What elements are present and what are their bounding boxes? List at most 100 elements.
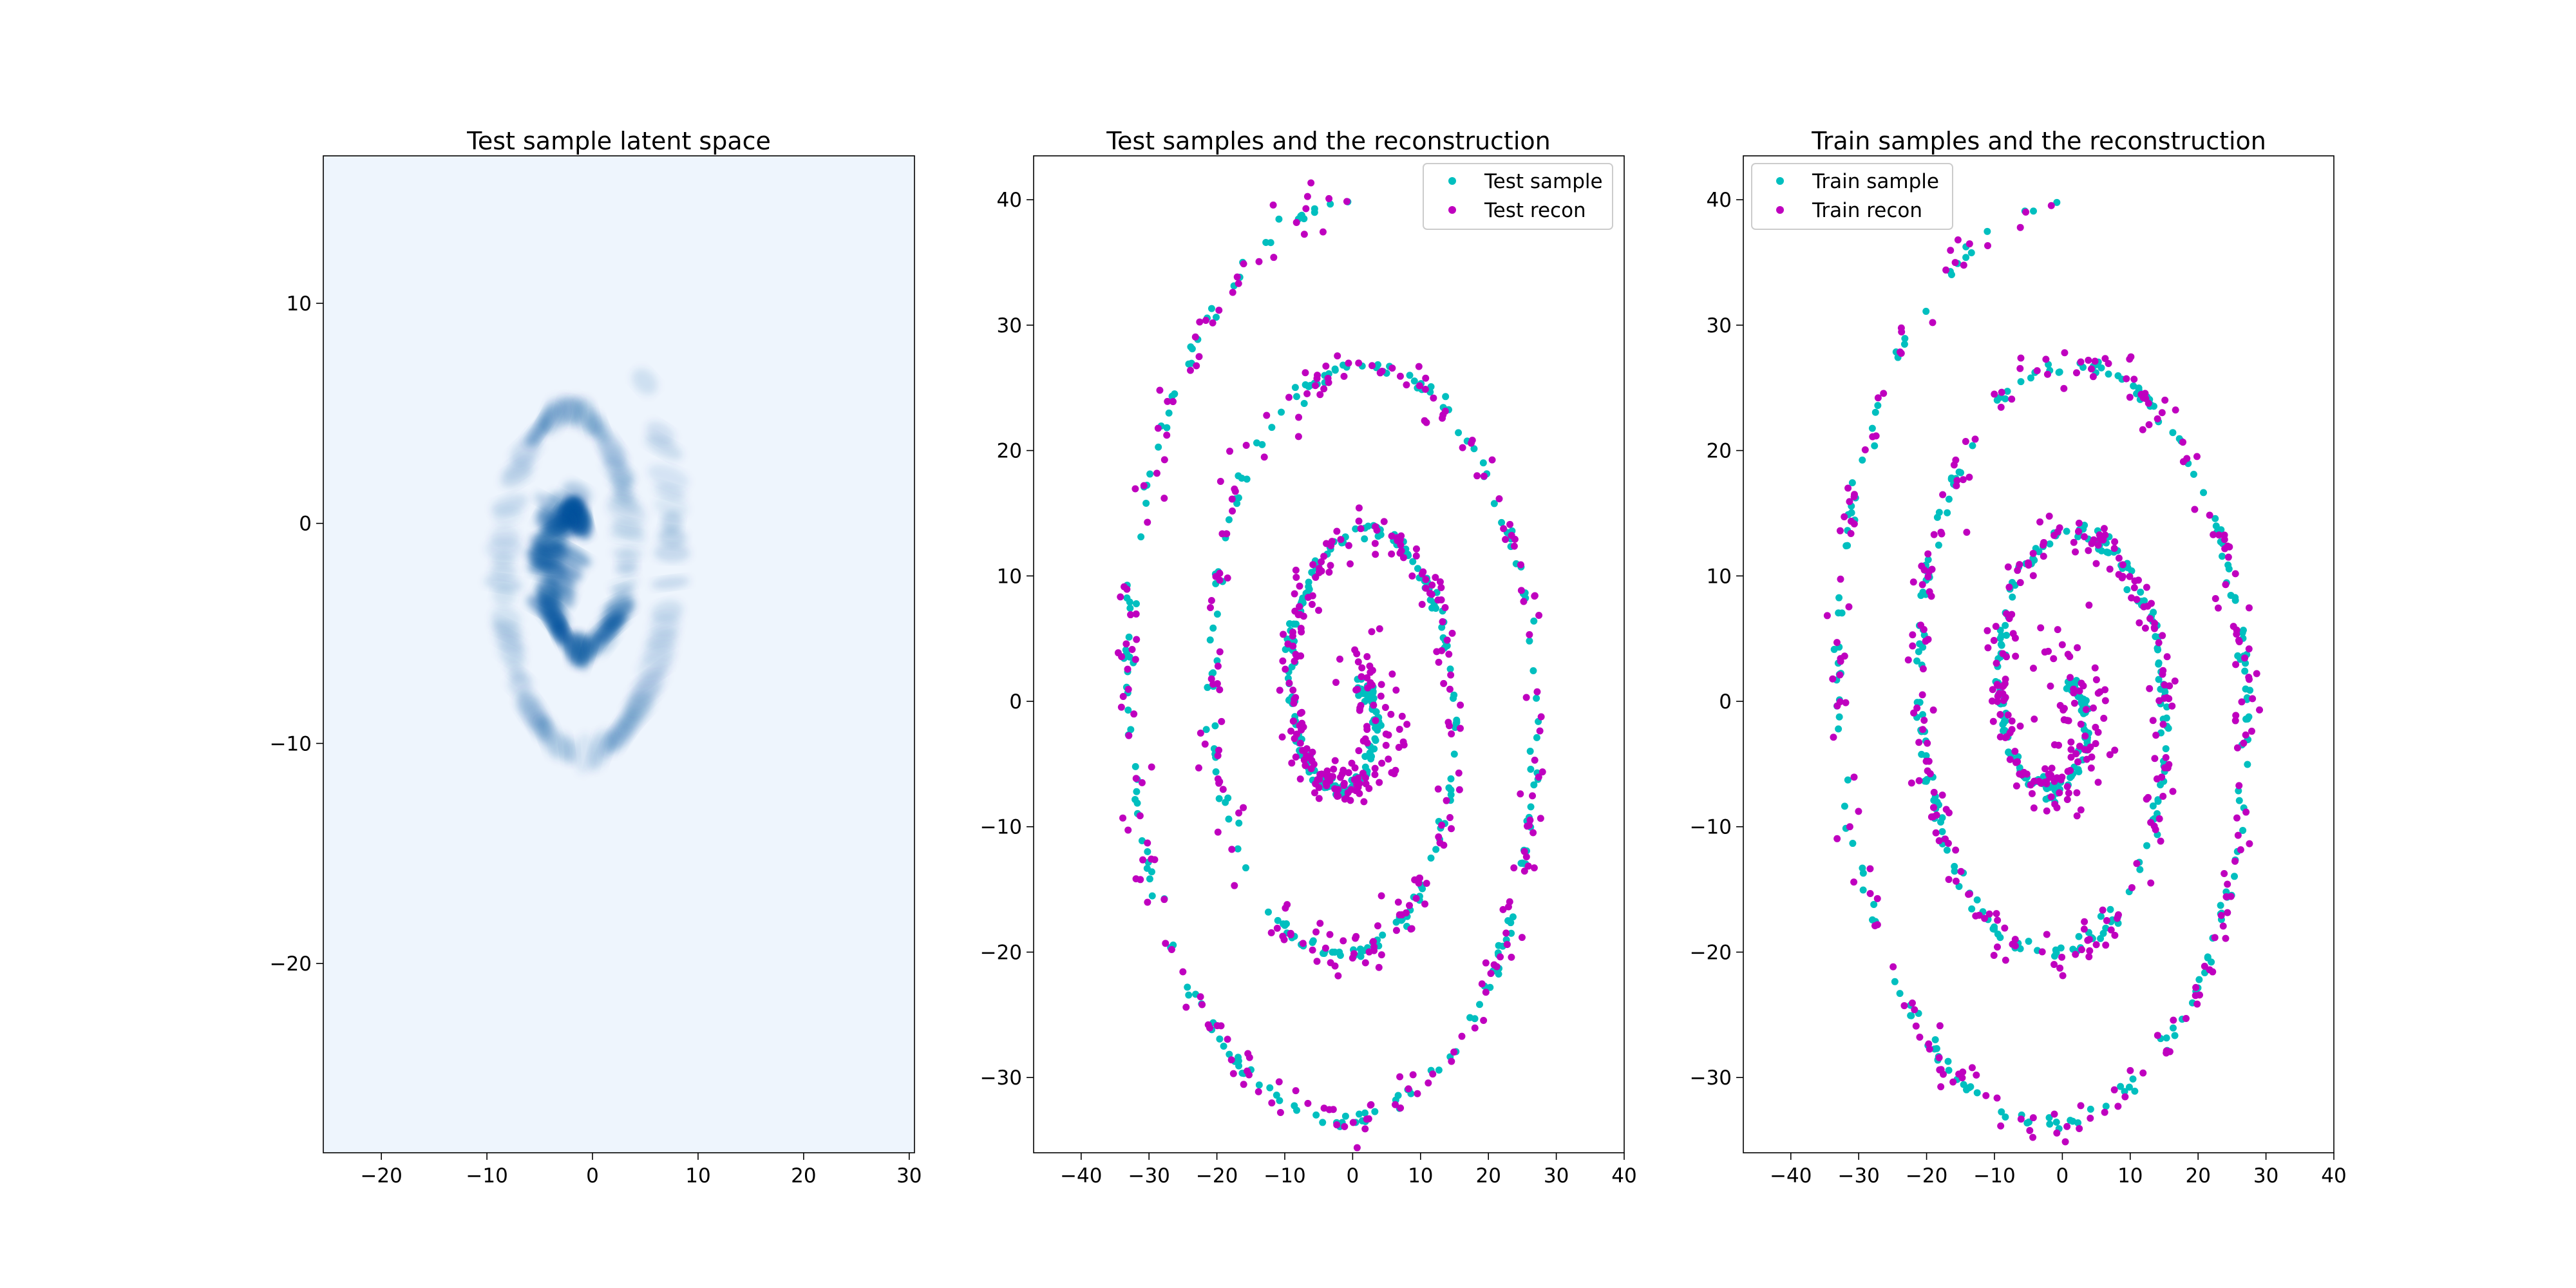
panel-title: Test samples and the reconstruction bbox=[1106, 127, 1550, 155]
x-tick-label: 0 bbox=[1347, 1164, 1359, 1188]
sample-point bbox=[1355, 692, 1363, 699]
recon-point bbox=[1965, 473, 1973, 481]
recon-point bbox=[1459, 444, 1466, 451]
recon-point bbox=[1368, 681, 1376, 689]
sample-point bbox=[2235, 787, 2242, 795]
sample-point bbox=[1427, 383, 1435, 391]
recon-point bbox=[1490, 961, 1498, 969]
sample-point bbox=[1185, 991, 1193, 999]
sample-point bbox=[2107, 905, 2114, 913]
recon-point bbox=[2077, 806, 2085, 814]
recon-point bbox=[2043, 370, 2051, 378]
recon-point bbox=[1268, 1099, 1276, 1107]
recon-point bbox=[1435, 658, 1443, 666]
recon-point bbox=[1303, 193, 1311, 200]
recon-point bbox=[2214, 604, 2222, 612]
recon-point bbox=[1965, 240, 1973, 248]
recon-point bbox=[1529, 792, 1537, 800]
recon-point bbox=[1302, 752, 1310, 759]
recon-point bbox=[1278, 733, 1286, 741]
recon-point bbox=[2159, 793, 2167, 800]
recon-point bbox=[1908, 779, 1915, 787]
recon-point bbox=[1309, 748, 1316, 756]
recon-point bbox=[1926, 770, 1934, 778]
recon-point bbox=[1285, 393, 1293, 401]
recon-point bbox=[1127, 611, 1135, 619]
recon-point bbox=[1325, 379, 1332, 386]
sample-point bbox=[1938, 828, 1946, 835]
recon-point bbox=[2196, 991, 2204, 999]
x-tick-label: −30 bbox=[1837, 1164, 1879, 1188]
recon-point bbox=[1333, 1121, 1341, 1129]
recon-point bbox=[1398, 712, 1406, 720]
recon-point bbox=[1240, 1081, 1247, 1088]
density-blob bbox=[529, 536, 567, 560]
recon-point bbox=[1296, 722, 1303, 730]
recon-point bbox=[1208, 675, 1215, 683]
density-blob bbox=[492, 551, 515, 569]
recon-point bbox=[1124, 665, 1132, 673]
recon-point bbox=[2140, 603, 2148, 611]
sample-point bbox=[1361, 535, 1368, 543]
recon-point bbox=[1125, 732, 1133, 739]
sample-point bbox=[1235, 1057, 1242, 1065]
recon-point bbox=[2224, 880, 2231, 888]
sample-point bbox=[1504, 917, 1512, 925]
recon-point bbox=[2147, 879, 2155, 887]
recon-point bbox=[2072, 369, 2080, 377]
sample-point bbox=[2150, 609, 2157, 616]
recon-point bbox=[1315, 607, 1323, 614]
panel-test: Test samples and the reconstruction −40−… bbox=[980, 127, 1637, 1188]
sample-point bbox=[2002, 395, 2009, 402]
sample-point bbox=[1137, 533, 1145, 541]
recon-point bbox=[1924, 636, 1932, 643]
recon-point bbox=[1357, 525, 1365, 533]
recon-point bbox=[1132, 485, 1139, 493]
density-blob bbox=[658, 528, 687, 547]
recon-point bbox=[2048, 764, 2056, 772]
recon-point bbox=[1531, 592, 1539, 600]
x-tick-label: 40 bbox=[1611, 1164, 1636, 1188]
sample-point bbox=[1238, 474, 1245, 482]
sample-point bbox=[2239, 826, 2247, 834]
recon-point bbox=[2091, 664, 2099, 672]
recon-point bbox=[1952, 846, 1960, 854]
recon-point bbox=[2037, 624, 2045, 632]
recon-point bbox=[1929, 319, 1937, 327]
sample-point bbox=[1275, 215, 1283, 223]
recon-point bbox=[1345, 359, 1352, 367]
recon-point bbox=[1992, 623, 2000, 630]
recon-point bbox=[1371, 764, 1379, 772]
recon-point bbox=[2016, 365, 2024, 372]
recon-point bbox=[1994, 916, 2002, 924]
recon-point bbox=[2077, 720, 2085, 728]
recon-point bbox=[2110, 1086, 2118, 1094]
recon-point bbox=[2245, 604, 2253, 612]
sample-point bbox=[1300, 399, 1308, 407]
recon-point bbox=[2253, 670, 2260, 677]
sample-point bbox=[1298, 596, 1306, 604]
sample-point bbox=[1146, 470, 1154, 478]
sample-point bbox=[2143, 842, 2151, 849]
sample-point bbox=[1508, 929, 1515, 937]
recon-point bbox=[2029, 665, 2037, 672]
density-blob bbox=[485, 537, 524, 560]
x-tick-label: −10 bbox=[1264, 1164, 1305, 1188]
recon-point bbox=[2126, 393, 2134, 401]
recon-point bbox=[1497, 953, 1504, 961]
recon-point bbox=[1924, 550, 1932, 558]
recon-point bbox=[2074, 758, 2081, 766]
sample-point bbox=[2081, 699, 2088, 706]
recon-point bbox=[1310, 761, 1318, 768]
density-blob bbox=[650, 576, 690, 590]
sample-point bbox=[1476, 1001, 1484, 1009]
recon-point bbox=[1909, 578, 1917, 586]
recon-point bbox=[2043, 931, 2050, 938]
recon-point bbox=[1313, 958, 1321, 965]
sample-point bbox=[2103, 548, 2111, 556]
recon-point bbox=[1325, 194, 1333, 202]
sample-point bbox=[1226, 1050, 1233, 1058]
y-tick-label: −10 bbox=[980, 816, 1022, 839]
recon-point bbox=[2085, 936, 2093, 943]
recon-point bbox=[2092, 560, 2100, 567]
